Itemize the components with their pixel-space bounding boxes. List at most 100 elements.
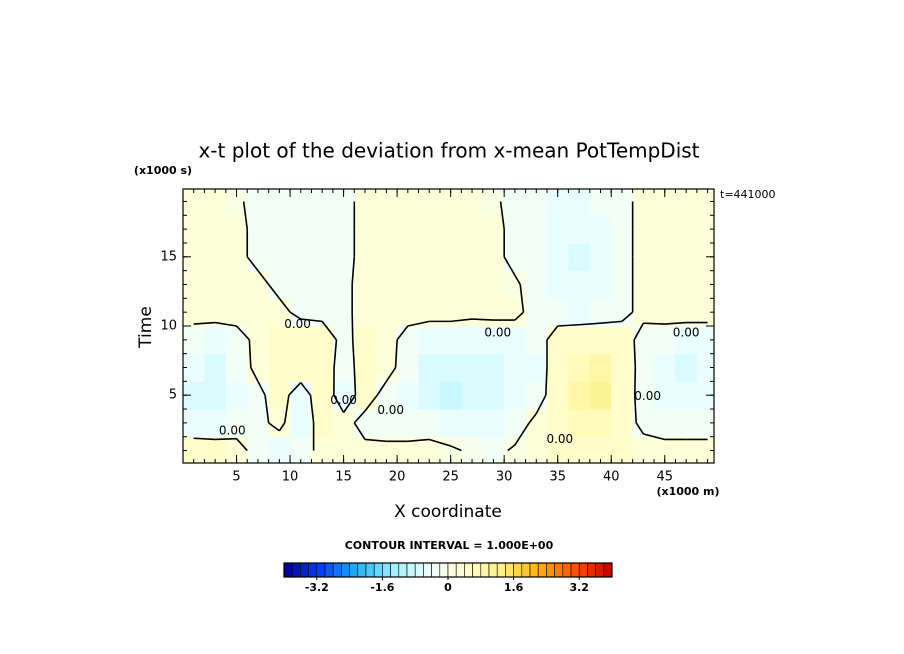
cell	[632, 381, 655, 410]
cell	[589, 270, 612, 299]
cell	[632, 189, 655, 216]
colorbar-tick-label: -1.6	[370, 581, 394, 594]
contour-label: 0.00	[284, 317, 311, 331]
colorbar-box	[562, 562, 572, 578]
cell	[204, 189, 227, 216]
contour-line	[633, 367, 637, 396]
cell	[332, 409, 355, 438]
cell	[461, 189, 484, 216]
cell	[204, 270, 227, 299]
cell	[675, 215, 698, 244]
cell	[632, 409, 655, 438]
colorbar-box	[529, 562, 539, 578]
cell	[439, 409, 462, 438]
cell	[225, 242, 248, 272]
cell	[354, 215, 377, 244]
cell	[418, 270, 441, 299]
cell	[247, 270, 270, 299]
cell	[332, 215, 355, 244]
cell	[268, 215, 291, 244]
cell	[247, 189, 270, 216]
cell	[546, 326, 569, 355]
cell	[504, 381, 527, 410]
colorbar-box	[332, 562, 342, 578]
cell	[611, 436, 634, 463]
cell	[290, 242, 312, 272]
cell	[589, 353, 612, 382]
cell	[461, 409, 484, 438]
colorbar-box	[447, 562, 457, 578]
colorbar-box	[300, 562, 309, 578]
cell	[675, 270, 698, 299]
cell	[525, 189, 548, 216]
contour-line	[450, 318, 473, 323]
x-tick-label: 35	[549, 470, 566, 485]
cell	[589, 436, 612, 463]
cell	[397, 242, 420, 272]
cell	[654, 215, 676, 244]
cell	[418, 298, 441, 327]
cell	[482, 326, 505, 355]
cell	[225, 409, 248, 438]
cell	[568, 353, 591, 382]
cell	[247, 215, 270, 244]
cell	[418, 242, 441, 272]
cell	[482, 270, 505, 299]
cell	[418, 326, 441, 355]
contour-line	[257, 270, 270, 285]
contour-line	[633, 339, 637, 368]
contour-line	[193, 321, 216, 325]
cell	[225, 436, 248, 463]
cell	[439, 270, 462, 299]
contour-line	[546, 325, 559, 341]
colorbar-box	[406, 562, 416, 578]
cell	[654, 409, 676, 438]
colorbar-box	[537, 562, 547, 578]
cell	[439, 189, 462, 216]
cell	[418, 215, 441, 244]
cell	[525, 298, 548, 327]
cell	[375, 270, 398, 299]
contour-line	[535, 394, 547, 415]
cell	[611, 381, 634, 410]
contour-line	[300, 318, 323, 323]
contour-line	[635, 422, 645, 435]
cell	[183, 215, 205, 244]
cell	[311, 189, 334, 216]
x-tick-label: 30	[496, 470, 513, 485]
cell	[183, 242, 205, 272]
cell	[546, 189, 569, 216]
contour-label: 0.00	[484, 325, 511, 339]
cell	[696, 189, 714, 216]
contour-line	[248, 339, 252, 368]
y-tick-label: 15	[160, 249, 177, 264]
x-tick-label: 45	[656, 470, 673, 485]
colorbar-box	[423, 562, 432, 578]
cell	[439, 298, 462, 327]
cell	[525, 381, 548, 410]
cell	[418, 353, 441, 382]
cell	[354, 381, 377, 410]
contour-line	[514, 274, 521, 285]
cell	[589, 215, 612, 244]
cell	[525, 436, 548, 463]
contour-interval: CONTOUR INTERVAL = 1.000E+00	[345, 539, 554, 552]
colorbar-box	[390, 562, 400, 578]
colorbar-box	[480, 562, 490, 578]
cell	[204, 215, 227, 244]
cell	[482, 189, 505, 216]
cell	[439, 326, 462, 355]
cell	[332, 242, 355, 272]
cell	[311, 270, 334, 299]
contour-line	[643, 322, 665, 325]
cell	[611, 298, 634, 327]
cell	[696, 353, 714, 382]
cell	[439, 215, 462, 244]
contour-line	[396, 325, 409, 341]
cell	[461, 436, 484, 463]
cell	[290, 215, 312, 244]
cell	[568, 242, 591, 272]
cell	[546, 215, 569, 244]
cell	[311, 381, 334, 410]
